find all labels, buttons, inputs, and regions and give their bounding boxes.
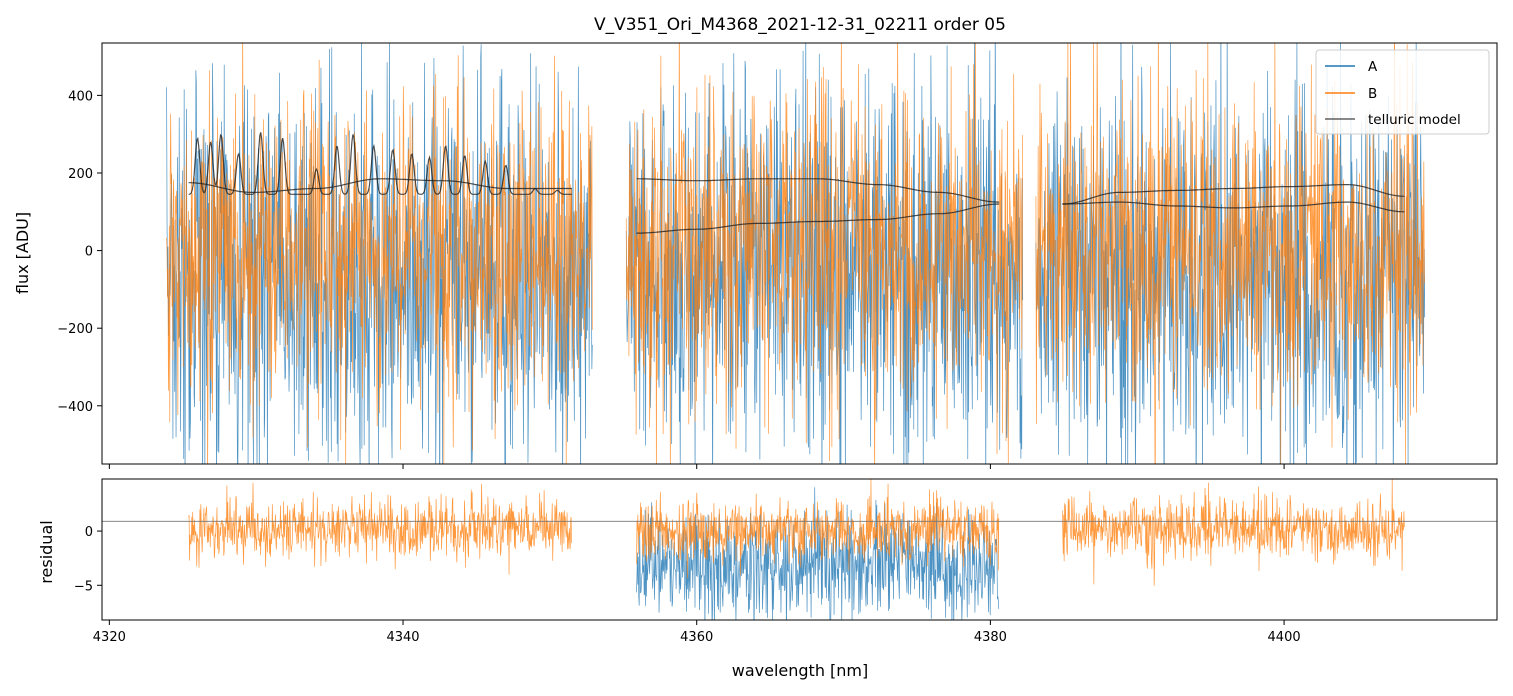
x-tick-label: 4340 — [386, 630, 419, 645]
flux-series-b-segment-2 — [625, 43, 1024, 464]
x-tick-label: 4400 — [1268, 630, 1301, 645]
flux-y-axis-label: flux [ADU] — [13, 212, 32, 294]
residual-y-tick-label: −5 — [74, 579, 93, 594]
telluric-model-upper-segment-3 — [1062, 184, 1405, 205]
telluric-model-lower-segment-2 — [636, 203, 1000, 234]
legend-label-telluric: telluric model — [1368, 112, 1461, 128]
legend-label-b: B — [1368, 86, 1377, 102]
flux-series-b-segment-1 — [166, 43, 593, 464]
residual-panel: −5 0 4320 4340 4360 4380 4400 residual — [37, 478, 1498, 645]
flux-series-a-segment-1 — [166, 43, 593, 464]
flux-y-tick-label: −400 — [57, 400, 93, 415]
residual-y-tick-label: 0 — [85, 525, 93, 540]
flux-panel: −400 −200 0 200 400 flux [ADU] A B telluric … — [13, 42, 1498, 469]
residual-axes-frame — [101, 478, 1498, 621]
residual-plot-area — [102, 479, 1497, 620]
flux-axes-frame — [101, 42, 1498, 465]
legend-box — [1315, 49, 1490, 135]
telluric-model-upper-segment-2 — [636, 178, 1000, 203]
residual-y-axis-label: residual — [37, 520, 56, 583]
residual-x-ticks: 4320 4340 4360 4380 4400 — [93, 620, 1301, 645]
flux-series-b-segment-3 — [1035, 43, 1426, 464]
flux-y-tick-label: 200 — [68, 167, 93, 182]
residual-series-b-segment-3 — [1062, 479, 1405, 586]
x-tick-label: 4380 — [974, 630, 1007, 645]
flux-x-ticks — [108, 464, 1285, 469]
telluric-model-lower-segment-1 — [188, 178, 572, 193]
flux-plot-area — [166, 43, 1426, 464]
x-axis-label: wavelength [nm] — [732, 661, 869, 680]
telluric-model-lower-segment-3 — [1062, 201, 1405, 213]
residual-series-b-segment-1 — [188, 482, 572, 575]
flux-y-tick-label: 400 — [68, 89, 93, 104]
flux-y-tick-label: 0 — [85, 245, 93, 260]
chart-title: V_V351_Ori_M4368_2021-12-31_02211 order … — [594, 15, 1006, 35]
flux-series-a-segment-2 — [625, 43, 1024, 464]
flux-y-tick-label: −200 — [57, 322, 93, 337]
x-tick-label: 4360 — [680, 630, 713, 645]
x-tick-label: 4320 — [93, 630, 126, 645]
legend: A B telluric model — [1315, 49, 1490, 135]
residual-series-b-segment-2 — [636, 479, 1000, 579]
residual-series-a-segment-1 — [636, 487, 1000, 620]
flux-y-ticks: −400 −200 0 200 400 — [57, 89, 102, 415]
legend-label-a: A — [1368, 59, 1378, 75]
residual-y-ticks: −5 0 — [74, 525, 102, 594]
telluric-model-upper-segment-1 — [188, 132, 572, 195]
